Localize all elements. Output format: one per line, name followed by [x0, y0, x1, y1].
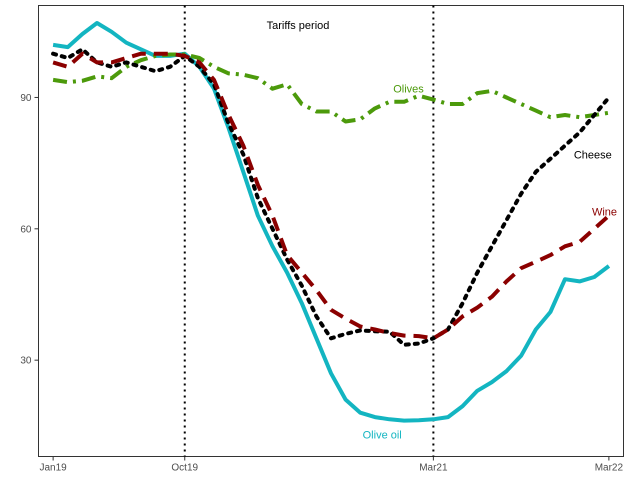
x-tick-label-mar22: Mar22 [595, 463, 624, 474]
y-axis: 30 60 90 [20, 93, 39, 367]
x-tick-label-oct19: Oct19 [171, 463, 198, 474]
series-line-wine [52, 51, 611, 341]
plot-panel [38, 5, 624, 457]
series-label-wine: Wine [592, 206, 617, 218]
x-tick-label-jan19: Jan19 [40, 463, 68, 474]
y-tick-label-90: 90 [20, 93, 32, 104]
series-line-olive-oil [52, 21, 611, 423]
series-label-cheese: Cheese [574, 149, 612, 161]
series-line-cheese [51, 47, 611, 347]
tariffs-period-annotation: Tariffs period [267, 20, 330, 32]
series-labels: Olive oil Olives Cheese Wine [363, 84, 617, 442]
series-layer [51, 21, 611, 423]
y-tick-label-60: 60 [20, 224, 32, 235]
series-label-olive-oil: Olive oil [363, 430, 402, 442]
y-tick-label-30: 30 [20, 356, 32, 367]
x-axis: Jan19 Oct19 Mar21 Mar22 [40, 456, 624, 474]
series-line-olives [52, 52, 610, 124]
x-tick-label-mar21: Mar21 [419, 463, 448, 474]
series-label-olives: Olives [393, 84, 424, 96]
